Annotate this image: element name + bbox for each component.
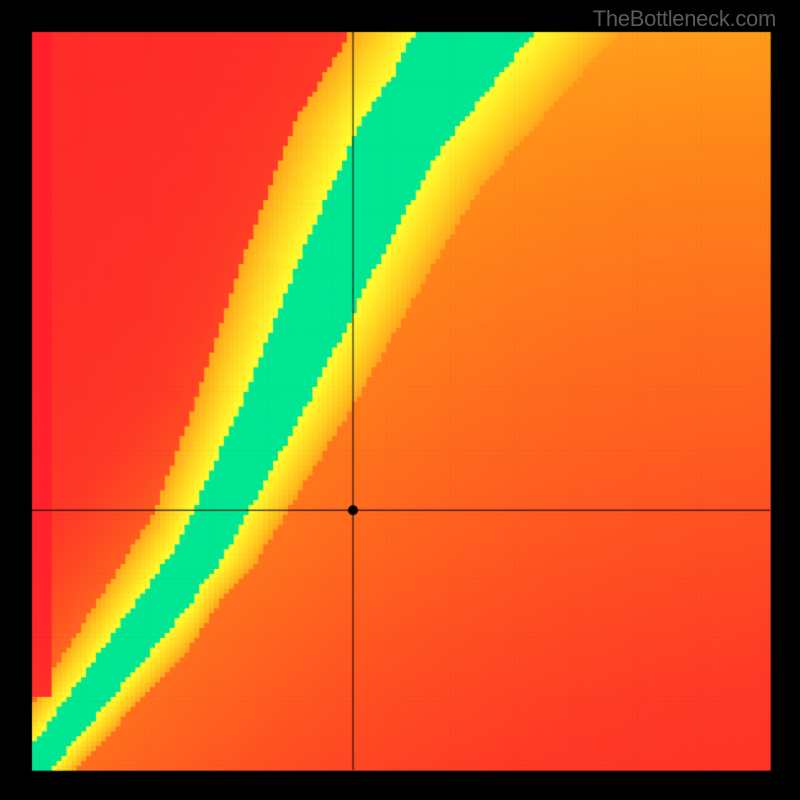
bottleneck-heatmap (0, 0, 800, 800)
attribution-text: TheBottleneck.com (593, 6, 776, 32)
chart-container (0, 0, 800, 800)
